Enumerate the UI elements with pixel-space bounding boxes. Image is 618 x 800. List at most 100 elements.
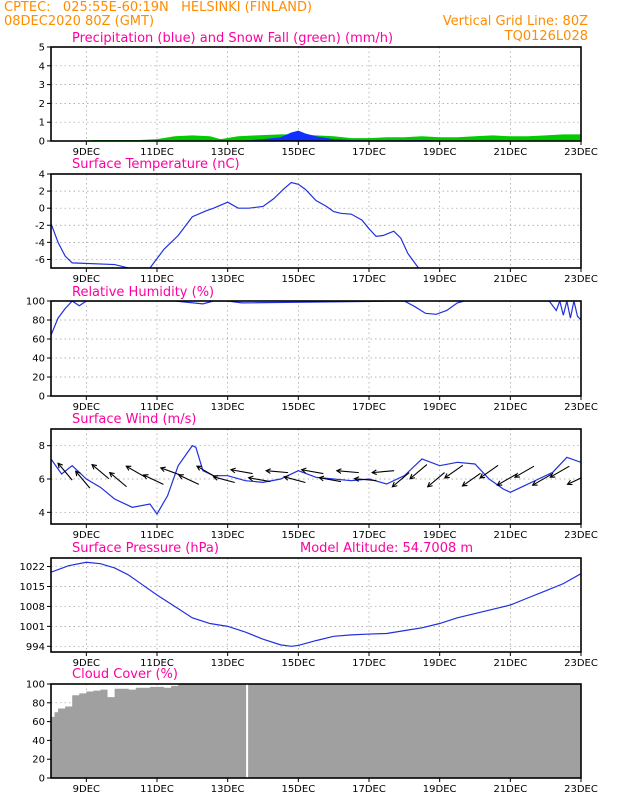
wind-xtick-label: 23DEC [564, 530, 598, 541]
cloud-cover-gap [246, 684, 249, 778]
wind-title: Surface Wind (m/s) [72, 412, 196, 427]
pressure-line [51, 561, 581, 647]
pressure-ytick-label: 1001 [20, 622, 45, 633]
wind-arrow [212, 475, 235, 484]
humidity-xtick-label: 13DEC [211, 402, 245, 413]
wind-xtick-label: 11DEC [140, 530, 174, 541]
temperature-xtick-label: 13DEC [211, 274, 245, 285]
header-left-line1: CPTEC: 025:55E-60:19N HELSINKI (FINLAND) [4, 0, 313, 15]
precipitation-ytick-label: 0 [39, 137, 45, 148]
cloud-xtick-label: 17DEC [352, 784, 386, 795]
temperature-xtick-label: 15DEC [281, 274, 315, 285]
precipitation-ytick-label: 3 [39, 80, 45, 91]
wind-xtick-label: 13DEC [211, 530, 245, 541]
wind-arrow [57, 462, 73, 481]
temperature-plot-area [51, 181, 419, 268]
cloud-xtick-label: 13DEC [211, 784, 245, 795]
precipitation-xtick-label: 15DEC [281, 147, 315, 158]
humidity-ytick-label: 20 [32, 373, 45, 384]
precipitation-xtick-label: 13DEC [211, 147, 245, 158]
wind-arrow [426, 472, 445, 488]
wind-arrow [531, 473, 552, 486]
precipitation-xtick-label: 17DEC [352, 147, 386, 158]
cloud-panel: 100 80 60 40 20 0 9DEC 11DEC 13DEC 15DEC 17DEC 19DE… [26, 667, 598, 795]
wind-arrow [479, 464, 499, 479]
cloud-title: Cloud Cover (%) [72, 667, 178, 682]
wind-arrow [353, 476, 377, 482]
wind-ytick-label: 8 [39, 441, 45, 452]
wind-arrow [247, 475, 271, 483]
wind-arrow [195, 465, 217, 478]
wind-arrow [177, 474, 200, 485]
temperature-xtick-label: 23DEC [564, 274, 598, 285]
header-left-line2: 08DEC2020 80Z (GMT) [4, 14, 155, 29]
pressure-xtick-label: 23DEC [564, 658, 598, 669]
precipitation-xtick-label: 9DEC [73, 147, 100, 158]
wind-arrow [229, 467, 253, 475]
humidity-ytick-label: 60 [32, 335, 45, 346]
cloud-ytick-label: 20 [32, 755, 45, 766]
humidity-xtick-label: 19DEC [423, 402, 457, 413]
humidity-xtick-label: 21DEC [493, 402, 527, 413]
humidity-frame [50, 300, 582, 397]
temperature-ytick-label: -6 [35, 255, 45, 266]
wind-arrow [549, 465, 570, 478]
precipitation-xtick-label: 11DEC [140, 147, 174, 158]
wind-arrow [335, 468, 359, 474]
humidity-ytick-label: 80 [32, 316, 45, 327]
wind-arrow [371, 469, 395, 476]
wind-panel: 8 6 4 9DEC 11DEC 13DEC 15DEC 17DEC 19DEC 21DEC 23D… [39, 412, 598, 541]
pressure-ytick-label: 994 [26, 642, 45, 653]
precipitation-xtick-label: 19DEC [423, 147, 457, 158]
temperature-line [51, 181, 419, 268]
wind-line [51, 444, 581, 516]
humidity-xtick-label: 17DEC [352, 402, 386, 413]
wind-arrow [409, 464, 428, 480]
wind-arrow [496, 473, 517, 486]
humidity-ytick-label: 100 [26, 297, 45, 308]
pressure-title: Surface Pressure (hPa) [72, 541, 219, 556]
wind-arrow [142, 474, 164, 485]
wind-arrow [461, 472, 481, 487]
cloud-xtick-label: 11DEC [140, 784, 174, 795]
temperature-ytick-label: -2 [35, 221, 45, 232]
temperature-ytick-label: 4 [39, 170, 45, 181]
humidity-xtick-label: 9DEC [73, 402, 100, 413]
cloud-ytick-label: 80 [32, 698, 45, 709]
temperature-ytick-label: 0 [39, 204, 45, 215]
wind-xtick-label: 15DEC [281, 530, 315, 541]
header-right-line1: Vertical Grid Line: 80Z [442, 14, 588, 29]
pressure-plot-area [51, 561, 581, 647]
header-right-line2: TQ0126L028 [504, 29, 588, 44]
temperature-xtick-label: 11DEC [140, 274, 174, 285]
temperature-xtick-label: 17DEC [352, 274, 386, 285]
cloud-ytick-label: 60 [32, 717, 45, 728]
cloud-xtick-label: 21DEC [493, 784, 527, 795]
wind-ytick-label: 4 [39, 508, 45, 519]
pressure-xtick-label: 15DEC [281, 658, 315, 669]
wind-arrow [265, 468, 289, 474]
wind-arrow [159, 466, 182, 476]
pressure-ytick-label: 1008 [20, 602, 45, 613]
cloud-xtick-label: 23DEC [564, 784, 598, 795]
temperature-frame [50, 173, 582, 269]
wind-arrow [566, 477, 581, 486]
wind-arrow [443, 464, 464, 479]
precipitation-plot-area [51, 130, 581, 141]
pressure-panel: 1022 1015 1008 1001 994 9DEC 11DEC 13DEC 15DEC 17… [20, 541, 598, 669]
precipitation-xtick-label: 21DEC [493, 147, 527, 158]
cloud-frame [50, 683, 582, 779]
wind-ytick-label: 6 [39, 475, 45, 486]
humidity-title: Relative Humidity (%) [72, 285, 214, 300]
precipitation-ytick-label: 4 [39, 61, 45, 72]
precipitation-xtick-label: 23DEC [564, 147, 598, 158]
wind-xtick-label: 9DEC [73, 530, 100, 541]
pressure-xtick-label: 9DEC [73, 658, 100, 669]
precipitation-area [51, 130, 581, 141]
humidity-ytick-label: 40 [32, 354, 45, 365]
wind-arrow [513, 465, 535, 478]
wind-xtick-label: 21DEC [493, 530, 527, 541]
wind-plot-area [51, 444, 581, 516]
wind-arrow [108, 471, 127, 488]
temperature-xtick-label: 21DEC [493, 274, 527, 285]
